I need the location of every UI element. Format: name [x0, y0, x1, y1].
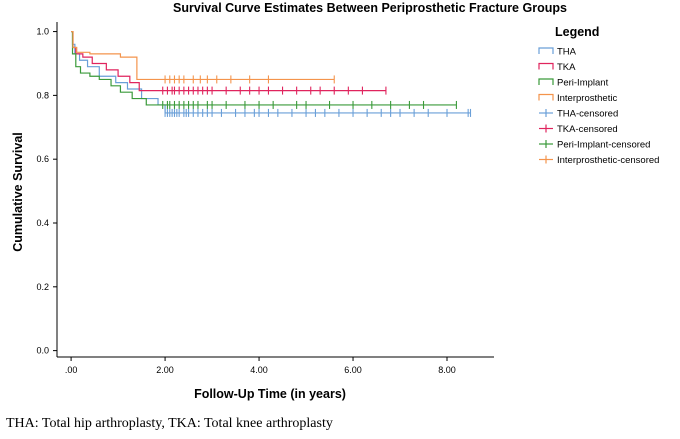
- y-tick-label: 1.0: [36, 27, 49, 37]
- x-tick-label: 4.00: [250, 365, 268, 375]
- legend-label: Interprosthetic: [557, 93, 617, 104]
- legend-item: Peri-Implant: [538, 78, 609, 89]
- legend-label: Interprosthetic-censored: [557, 155, 659, 166]
- x-tick-label: 8.00: [438, 365, 456, 375]
- km-chart: Survival Curve Estimates Between Peripro…: [11, 1, 659, 401]
- legend-item: THA-censored: [539, 109, 618, 120]
- y-axis-label: Cumulative Survival: [11, 132, 25, 252]
- series-tha: [71, 30, 472, 117]
- legend-item: Interprosthetic-censored: [539, 155, 659, 166]
- survival-step-line: [71, 30, 386, 92]
- y-tick-label: 0.4: [36, 218, 49, 228]
- legend-item: THA: [538, 47, 577, 58]
- x-tick-label: .00: [65, 365, 78, 375]
- legend-label: TKA: [557, 62, 576, 73]
- legend-item: TKA-censored: [539, 124, 618, 135]
- series-layer: [71, 30, 472, 117]
- legend-label: TKA-censored: [557, 124, 618, 135]
- y-tick-label: 0.6: [36, 154, 49, 164]
- legend-step-swatch: [538, 47, 554, 54]
- legend-item: TKA: [538, 62, 576, 73]
- chart-title: Survival Curve Estimates Between Peripro…: [173, 1, 567, 15]
- legend-step-swatch: [538, 62, 554, 70]
- x-tick-label: 2.00: [156, 365, 174, 375]
- legend-label: THA-censored: [557, 109, 618, 120]
- legend-label: Peri-Implant-censored: [557, 140, 650, 151]
- legend-item: Interprosthetic: [538, 93, 617, 104]
- survival-step-line: [71, 30, 457, 106]
- y-tick-label: 0.0: [36, 346, 49, 356]
- series-tka: [71, 30, 387, 95]
- legend-label: Peri-Implant: [557, 78, 609, 89]
- legend-title: Legend: [555, 25, 599, 39]
- x-axis-label: Follow-Up Time (in years): [194, 387, 346, 401]
- legend-label: THA: [557, 47, 577, 58]
- series-peri-implant: [71, 30, 457, 109]
- y-tick-label: 0.2: [36, 282, 49, 292]
- legend-item: Peri-Implant-censored: [539, 140, 650, 151]
- series-interprosthetic: [71, 30, 335, 84]
- axes: 0.0 0.2 0.4 0.6 0.8 1.0 .00 2.00 4.00 6.00 8.00: [36, 22, 494, 375]
- survival-step-line: [71, 30, 471, 114]
- legend-step-swatch: [538, 78, 554, 85]
- legend-step-swatch: [538, 93, 554, 101]
- y-tick-label: 0.8: [36, 90, 49, 100]
- legend: Legend THA TKA Peri-Implant Interprosthetic…: [538, 25, 659, 166]
- figure-caption: THA: Total hip arthroplasty, TKA: Total …: [6, 416, 333, 431]
- x-tick-label: 6.00: [344, 365, 362, 375]
- survival-step-line: [71, 30, 335, 81]
